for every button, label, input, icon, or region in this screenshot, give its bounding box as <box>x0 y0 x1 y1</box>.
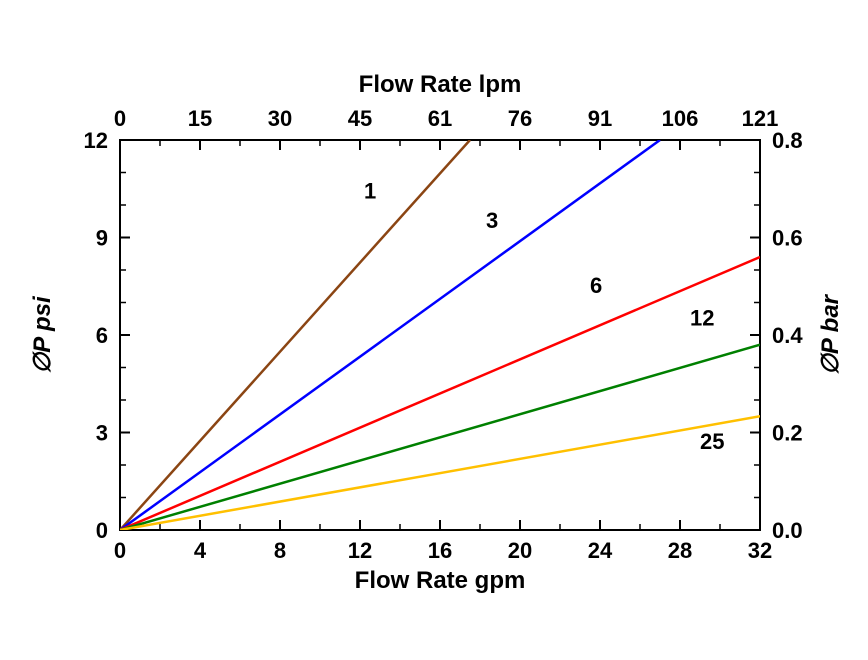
x-bottom-tick: 20 <box>508 538 532 563</box>
y-right-tick: 0.0 <box>772 518 803 543</box>
y-right-tick: 0.4 <box>772 323 803 348</box>
x-top-tick: 0 <box>114 106 126 131</box>
y-left-tick: 3 <box>96 421 108 446</box>
x-bottom-tick: 12 <box>348 538 372 563</box>
x-top-tick: 61 <box>428 106 452 131</box>
x-bottom-tick: 16 <box>428 538 452 563</box>
x-top-tick: 15 <box>188 106 212 131</box>
x-bottom-tick: 0 <box>114 538 126 563</box>
y-left-tick: 12 <box>84 128 108 153</box>
x-top-tick: 76 <box>508 106 532 131</box>
y-right-tick: 0.2 <box>772 421 803 446</box>
x-bottom-tick: 8 <box>274 538 286 563</box>
y-left-tick: 9 <box>96 226 108 251</box>
y-left-tick: 6 <box>96 323 108 348</box>
series-line <box>120 416 760 530</box>
x-bottom-tick: 24 <box>588 538 613 563</box>
x-top-tick: 91 <box>588 106 612 131</box>
series-label: 12 <box>690 305 714 330</box>
series-line <box>120 140 470 530</box>
y-right-title: ∅P bar <box>817 293 844 375</box>
series-label: 25 <box>700 429 724 454</box>
pressure-flow-chart: 048121620242832Flow Rate gpm015304561769… <box>0 0 868 660</box>
x-bottom-tick: 28 <box>668 538 692 563</box>
x-bottom-tick: 32 <box>748 538 772 563</box>
x-bottom-tick: 4 <box>194 538 207 563</box>
x-bottom-title: Flow Rate gpm <box>355 567 526 594</box>
series-label: 6 <box>590 273 602 298</box>
series-label: 3 <box>486 208 498 233</box>
y-left-tick: 0 <box>96 518 108 543</box>
series-label: 1 <box>364 179 376 204</box>
x-top-tick: 106 <box>662 106 699 131</box>
y-right-tick: 0.6 <box>772 226 803 251</box>
x-top-title: Flow Rate lpm <box>359 71 522 98</box>
series-line <box>120 345 760 530</box>
y-right-tick: 0.8 <box>772 128 803 153</box>
x-top-tick: 30 <box>268 106 292 131</box>
y-left-title: ∅P psi <box>29 295 56 374</box>
x-top-tick: 45 <box>348 106 372 131</box>
